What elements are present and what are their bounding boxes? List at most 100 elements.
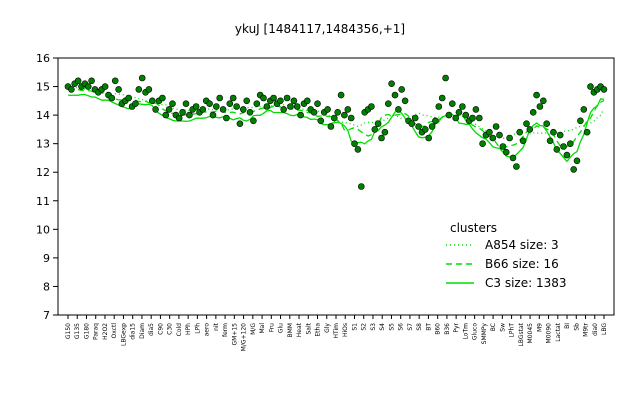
x-tick-label: LoTm — [462, 323, 469, 340]
data-point — [101, 83, 109, 90]
data-point — [175, 114, 183, 122]
data-point — [496, 131, 503, 139]
data-point — [260, 94, 267, 102]
x-tick-label: S3 — [370, 323, 377, 331]
data-point — [472, 106, 480, 113]
x-tick-label: H2O2 — [102, 323, 109, 340]
series-line-c3 — [67, 93, 605, 163]
data-point — [327, 123, 335, 130]
chart-title: ykuJ [1484117,1484356,+1] — [235, 22, 405, 36]
x-tick-label: Glu — [278, 323, 285, 333]
data-point — [445, 111, 453, 119]
data-point — [250, 117, 257, 125]
data-point — [384, 100, 392, 107]
data-point — [536, 103, 544, 110]
data-point — [516, 128, 524, 136]
data-point — [280, 106, 288, 113]
data-point — [563, 151, 571, 159]
x-tick-label: ferm — [222, 323, 229, 337]
data-point — [388, 80, 395, 87]
x-tick-label: BI — [564, 323, 571, 329]
y-tick-label: 9 — [43, 252, 50, 265]
data-point — [186, 111, 193, 119]
x-tick-label: BT — [425, 323, 432, 331]
plot-frame — [57, 57, 615, 316]
data-point — [149, 97, 156, 105]
y-tick-label: 14 — [36, 109, 50, 122]
data-point — [209, 111, 217, 119]
x-tick-label: S2 — [361, 323, 368, 331]
x-tick-label: Sb — [573, 323, 580, 331]
legend-entry-b66: B66 size: 16 — [485, 257, 559, 271]
data-point — [553, 146, 561, 153]
data-point — [381, 128, 389, 136]
data-point — [573, 157, 581, 165]
y-axis: 7 8 9 10 11 12 13 14 15 16 — [36, 52, 58, 322]
x-tick-label: S1 — [351, 323, 358, 331]
data-point — [324, 106, 331, 113]
data-point — [243, 97, 250, 105]
legend-title: clusters — [450, 221, 497, 235]
data-point — [587, 83, 594, 90]
data-point — [310, 109, 318, 116]
data-point — [526, 126, 534, 133]
data-point — [560, 143, 567, 150]
x-tick-label: B36 — [444, 323, 451, 335]
data-point — [469, 114, 476, 122]
data-point — [283, 94, 291, 102]
data-point — [317, 117, 325, 125]
data-point — [502, 148, 510, 156]
data-point — [341, 111, 348, 119]
x-tick-label: BC — [490, 323, 497, 331]
data-point — [219, 106, 227, 113]
data-point — [314, 100, 321, 107]
data-point — [448, 100, 456, 107]
data-point — [533, 91, 540, 99]
data-point — [351, 140, 358, 147]
x-tick-label: Mal — [259, 323, 266, 334]
data-point — [115, 86, 122, 93]
data-point — [162, 111, 170, 119]
data-point — [108, 94, 116, 102]
data-point — [513, 163, 520, 170]
x-tick-label: M9tr — [583, 322, 590, 336]
data-point — [459, 103, 466, 110]
y-tick-label: 16 — [36, 52, 50, 65]
data-point — [438, 94, 446, 102]
x-tick-label: LPhT — [509, 323, 516, 338]
data-point — [334, 109, 342, 116]
data-point — [68, 86, 75, 93]
data-point — [428, 123, 436, 130]
y-tick-label: 12 — [36, 166, 50, 179]
x-tick-label: LBGstat — [518, 322, 525, 346]
y-tick-label: 13 — [36, 138, 50, 151]
x-axis: G150 G135 G180 Paraq H2O2 Oxctl LBGexp dia15 Dia… — [65, 315, 608, 351]
x-tick-label: dia0 — [592, 323, 599, 336]
x-tick-label: BMM — [287, 323, 294, 337]
data-point — [499, 143, 507, 150]
x-tick-label: HTim — [333, 323, 340, 339]
data-point — [509, 154, 517, 162]
data-point — [411, 114, 419, 122]
data-point — [111, 77, 119, 85]
legend: clusters A854 size: 3 B66 size: 16 C3 si… — [446, 221, 567, 290]
data-point — [442, 74, 449, 82]
data-point — [152, 106, 159, 113]
y-tick-label: 7 — [43, 309, 50, 322]
data-point — [354, 146, 362, 153]
data-point — [229, 94, 237, 102]
data-point — [303, 97, 311, 105]
data-point — [371, 126, 379, 133]
data-point — [391, 91, 399, 99]
data-point — [401, 97, 409, 105]
x-tick-label: B60 — [435, 323, 442, 335]
data-point — [330, 114, 338, 122]
x-tick-label: GM+15 — [231, 323, 238, 346]
x-tick-label: M0090 — [546, 323, 553, 344]
data-point — [135, 86, 143, 93]
data-point — [290, 97, 298, 105]
data-point — [374, 120, 382, 127]
data-point — [159, 94, 166, 102]
x-tick-label: G150 — [65, 323, 72, 339]
